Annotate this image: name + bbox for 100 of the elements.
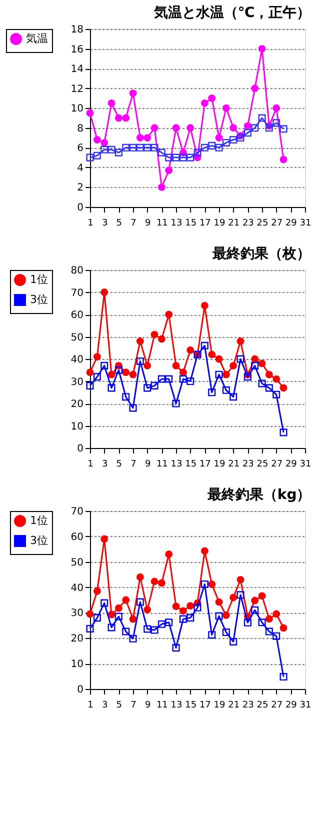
x-tick-label: 13	[170, 460, 182, 470]
point	[236, 576, 244, 584]
point	[158, 579, 166, 587]
point	[100, 288, 108, 296]
point	[244, 129, 252, 137]
point	[93, 136, 101, 144]
chart-title: 気温と水温（℃，正午）	[152, 5, 311, 21]
point	[208, 580, 216, 588]
x-tick-label: 25	[256, 460, 268, 470]
point	[200, 547, 208, 555]
x-tick-label: 7	[130, 460, 136, 470]
x-tick-label: 1	[88, 218, 94, 228]
point	[280, 673, 288, 681]
point	[265, 384, 273, 392]
point	[179, 375, 187, 383]
point	[136, 357, 144, 365]
point	[186, 377, 194, 386]
point	[150, 124, 158, 132]
point	[150, 144, 158, 152]
point	[179, 154, 187, 162]
point	[194, 604, 202, 612]
y-tick-label: 0	[77, 444, 84, 454]
point	[122, 368, 130, 376]
point	[280, 156, 288, 164]
point	[200, 144, 208, 152]
x-tick-label: 23	[242, 460, 254, 470]
x-tick-label: 5	[116, 218, 122, 228]
point	[236, 338, 244, 345]
y-tick-label: 8	[77, 123, 84, 134]
point	[129, 404, 137, 412]
point	[100, 599, 108, 607]
point	[150, 330, 158, 338]
point	[114, 148, 122, 156]
x-tick-label: 21	[228, 700, 240, 710]
point	[244, 618, 252, 626]
point	[122, 628, 130, 636]
point	[230, 362, 238, 370]
point	[172, 400, 180, 408]
point	[215, 598, 223, 606]
x-tick-label: 25	[256, 700, 268, 710]
x-tick-label: 31	[300, 460, 312, 470]
point	[208, 142, 216, 150]
point	[236, 134, 244, 142]
point	[230, 594, 238, 602]
point	[100, 146, 108, 154]
x-tick-label: 9	[144, 460, 151, 470]
point	[114, 366, 122, 374]
point	[258, 45, 266, 52]
point	[158, 620, 166, 628]
point	[280, 125, 288, 133]
y-tick-label: 10	[70, 421, 84, 432]
point	[179, 368, 187, 376]
x-tick-label: 7	[130, 218, 136, 228]
x-tick-label: 23	[242, 700, 254, 710]
point	[186, 154, 194, 162]
point	[236, 355, 244, 363]
x-tick-label: 25	[256, 218, 268, 228]
x-tick-label: 15	[185, 218, 197, 228]
point	[144, 625, 152, 633]
legend-label: 気温	[26, 32, 48, 45]
point	[129, 370, 137, 378]
point	[215, 134, 223, 142]
point	[215, 370, 223, 378]
point	[280, 428, 288, 436]
point	[251, 355, 259, 363]
x-tick-label: 31	[300, 218, 312, 228]
x-tick-label: 15	[185, 700, 197, 710]
x-tick-label: 5	[116, 460, 122, 470]
x-tick-label: 7	[130, 700, 136, 710]
x-tick-label: 3	[102, 460, 108, 470]
x-tick-label: 19	[214, 700, 226, 710]
x-tick-label: 11	[156, 218, 168, 228]
point	[122, 596, 130, 604]
point	[122, 393, 130, 401]
y-tick-label: 40	[70, 354, 84, 366]
point	[258, 380, 266, 388]
point	[230, 124, 238, 132]
point	[280, 384, 288, 392]
x-tick-label: 3	[102, 700, 108, 710]
point	[114, 114, 122, 122]
x-tick-label: 17	[199, 218, 211, 228]
point	[179, 607, 187, 615]
point	[108, 384, 116, 392]
point	[144, 144, 152, 152]
point	[215, 612, 223, 620]
point	[230, 136, 238, 144]
point	[100, 362, 108, 370]
point	[100, 535, 108, 543]
point	[272, 119, 280, 127]
point	[86, 610, 94, 618]
y-tick-label: 4	[77, 162, 84, 174]
y-tick-label: 60	[70, 532, 84, 543]
x-tick-label: 11	[156, 460, 168, 470]
point	[129, 90, 137, 97]
point	[222, 386, 230, 394]
point	[150, 578, 158, 586]
point	[215, 144, 223, 152]
y-tick-label: 40	[70, 582, 84, 594]
point	[265, 628, 273, 636]
point	[122, 114, 130, 122]
